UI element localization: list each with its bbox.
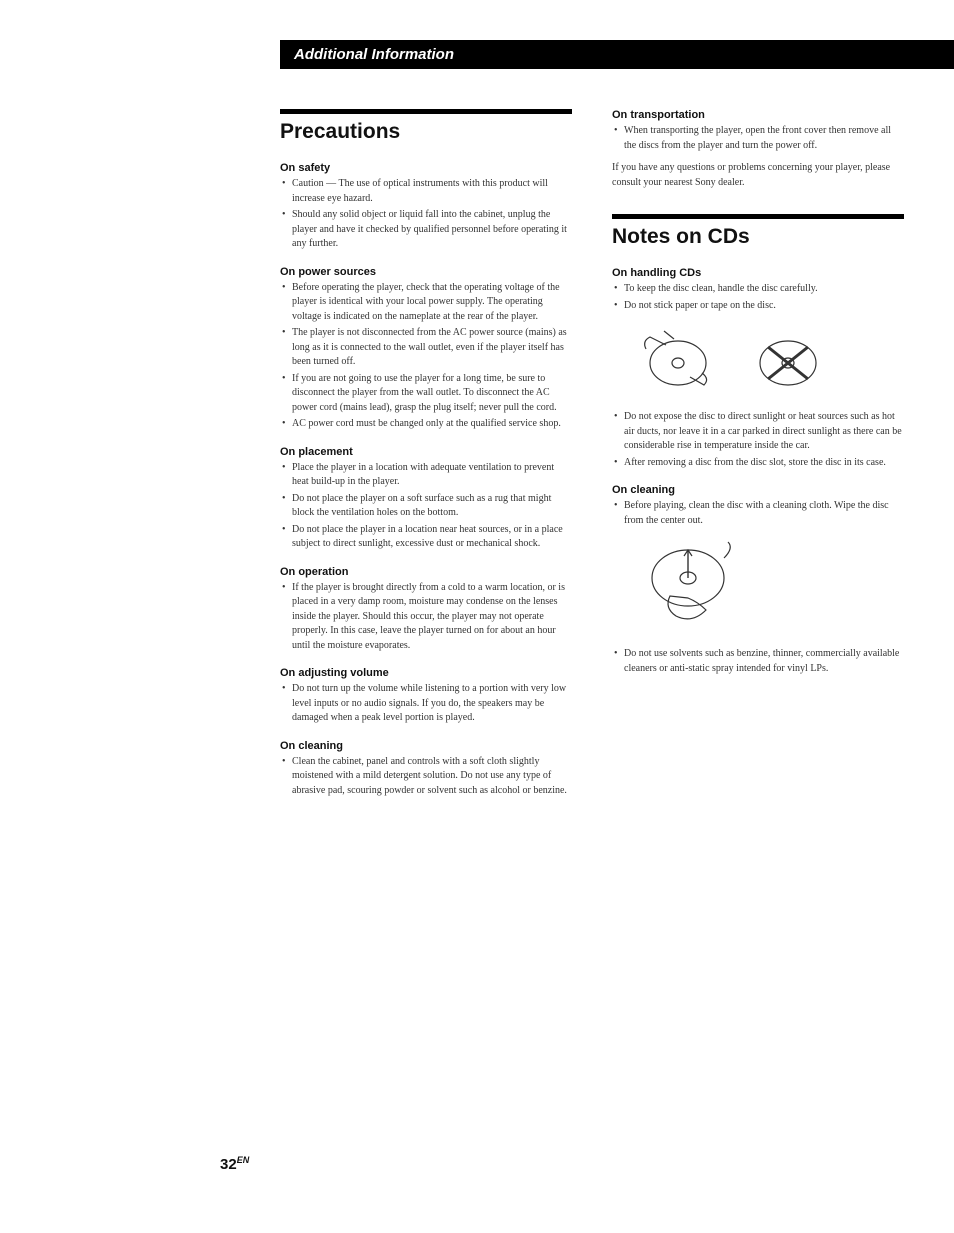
list-item: Place the player in a location with adeq… <box>280 461 572 490</box>
page-lang: EN <box>237 1155 250 1165</box>
list-item: Do not stick paper or tape on the disc. <box>612 299 904 314</box>
cleaning-list: Clean the cabinet, panel and controls wi… <box>280 755 572 799</box>
transport-heading: On transportation <box>612 109 904 121</box>
list-item: Before operating the player, check that … <box>280 281 572 325</box>
content-columns: Precautions On safety Caution — The use … <box>280 109 904 806</box>
spacer <box>612 196 904 214</box>
list-item: Caution — The use of optical instruments… <box>280 177 572 206</box>
left-column: Precautions On safety Caution — The use … <box>280 109 572 806</box>
list-item: Do not expose the disc to direct sunligh… <box>612 410 904 454</box>
list-item: If the player is brought directly from a… <box>280 581 572 654</box>
cd-cleaning-heading: On cleaning <box>612 484 904 496</box>
disc-cleaning-illustration <box>628 538 904 633</box>
dealer-note: If you have any questions or problems co… <box>612 161 904 190</box>
disc-handling-illustration <box>628 323 904 396</box>
heading-rule <box>612 214 904 219</box>
page-number: 32EN <box>220 1155 249 1173</box>
volume-heading: On adjusting volume <box>280 667 572 679</box>
list-item: Clean the cabinet, panel and controls wi… <box>280 755 572 799</box>
placement-heading: On placement <box>280 446 572 458</box>
list-item: AC power cord must be changed only at th… <box>280 417 572 432</box>
right-column: On transportation When transporting the … <box>612 109 904 806</box>
operation-heading: On operation <box>280 566 572 578</box>
precautions-heading: Precautions <box>280 120 572 144</box>
power-heading: On power sources <box>280 266 572 278</box>
page: Additional Information Precautions On sa… <box>0 0 954 1233</box>
list-item: Should any solid object or liquid fall i… <box>280 208 572 252</box>
power-list: Before operating the player, check that … <box>280 281 572 432</box>
list-item: The player is not disconnected from the … <box>280 326 572 370</box>
notes-cds-heading: Notes on CDs <box>612 225 904 249</box>
list-item: After removing a disc from the disc slot… <box>612 456 904 471</box>
list-item: If you are not going to use the player f… <box>280 372 572 416</box>
operation-list: If the player is brought directly from a… <box>280 581 572 654</box>
list-item: Do not place the player in a location ne… <box>280 523 572 552</box>
list-item: Do not use solvents such as benzine, thi… <box>612 647 904 676</box>
handling-list-b: Do not expose the disc to direct sunligh… <box>612 410 904 470</box>
section-header-title: Additional Information <box>294 46 454 63</box>
handling-heading: On handling CDs <box>612 267 904 279</box>
transport-list: When transporting the player, open the f… <box>612 124 904 153</box>
list-item: When transporting the player, open the f… <box>612 124 904 153</box>
safety-heading: On safety <box>280 162 572 174</box>
safety-list: Caution — The use of optical instruments… <box>280 177 572 252</box>
cd-cleaning-list-b: Do not use solvents such as benzine, thi… <box>612 647 904 676</box>
cd-cleaning-list-a: Before playing, clean the disc with a cl… <box>612 499 904 528</box>
placement-list: Place the player in a location with adeq… <box>280 461 572 552</box>
list-item: To keep the disc clean, handle the disc … <box>612 282 904 297</box>
page-number-value: 32 <box>220 1156 237 1173</box>
list-item: Do not turn up the volume while listenin… <box>280 682 572 726</box>
section-header-bar: Additional Information <box>280 40 954 69</box>
list-item: Do not place the player on a soft surfac… <box>280 492 572 521</box>
volume-list: Do not turn up the volume while listenin… <box>280 682 572 726</box>
heading-rule <box>280 109 572 114</box>
cleaning-heading: On cleaning <box>280 740 572 752</box>
handling-list-a: To keep the disc clean, handle the disc … <box>612 282 904 313</box>
list-item: Before playing, clean the disc with a cl… <box>612 499 904 528</box>
